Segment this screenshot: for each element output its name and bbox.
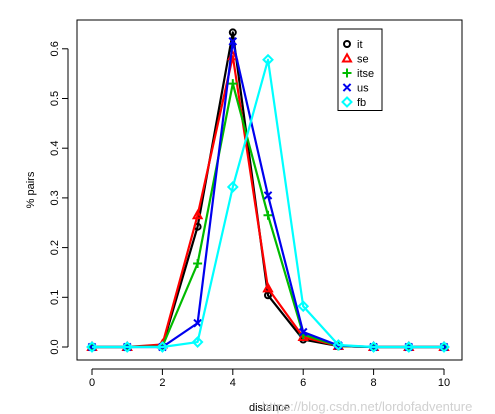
x-tick-label: 4 (230, 377, 236, 389)
series-us (87, 37, 449, 352)
data-point-fb (438, 341, 450, 353)
data-point-us (263, 191, 273, 200)
data-point-se (297, 330, 309, 342)
series-itse (87, 79, 449, 352)
y-tick-label: 0.0 (49, 339, 61, 354)
x-axis-title: distance (249, 402, 290, 413)
legend-label-us: us (357, 83, 369, 95)
plot-frame (76, 19, 463, 361)
y-tick-label: 0.1 (49, 290, 61, 305)
y-axis-title: % pairs (25, 171, 37, 208)
legend-marker-it (343, 40, 351, 48)
data-point-fb (262, 53, 274, 66)
series-it (88, 28, 448, 351)
series-line-se (92, 55, 444, 349)
y-tick-label: 0.2 (49, 240, 61, 255)
series-fb (86, 53, 450, 353)
legend-label-itse: itse (357, 68, 374, 80)
data-point-fb (156, 341, 169, 353)
data-point-fb (367, 341, 380, 353)
data-point-fb (226, 181, 239, 193)
series-line-fb (92, 58, 444, 349)
axes: 0 2 4 6 8 10 distance 0.0 0.1 0.2 0.3 0.4 0.5 0.6 % pa… (25, 19, 463, 413)
series-line-it (92, 31, 444, 349)
data-point-us (228, 37, 238, 46)
x-tick-label: 2 (159, 377, 165, 389)
legend-marker-fb (341, 96, 353, 108)
y-tick-label: 0.5 (49, 91, 61, 106)
legend-label-fb: fb (357, 97, 366, 109)
data-point-us (298, 327, 308, 337)
watermark: https://blog.csdn.net/lordofadventure (262, 399, 473, 414)
y-tick-label: 0.3 (49, 190, 61, 205)
data-point-fb (121, 341, 134, 353)
data-point-se (262, 282, 274, 293)
data-point-se (191, 209, 204, 220)
x-tick-label: 8 (371, 377, 377, 389)
data-point-us (193, 318, 202, 328)
legend-label-se: se (357, 54, 369, 66)
legend-label-it: it (357, 39, 363, 51)
data-point-fb (297, 300, 310, 313)
legend-marker-us (342, 83, 352, 92)
data-point-itse (193, 259, 203, 269)
x-tick-label: 6 (300, 377, 306, 389)
data-point-fb (86, 341, 98, 353)
y-tick-label: 0.4 (49, 141, 61, 156)
data-point-fb (402, 341, 415, 353)
data-point-fb (191, 336, 204, 348)
data-point-itse (263, 210, 273, 220)
x-tick-label: 0 (89, 377, 95, 389)
series-layer (86, 28, 450, 353)
legend-marker-se (341, 52, 353, 63)
legend-marker-itse (342, 68, 352, 78)
series-se (86, 49, 450, 351)
data-point-itse (228, 79, 238, 89)
x-tick-label: 10 (438, 377, 450, 389)
y-tick-label: 0.6 (49, 41, 61, 56)
data-point-fb (332, 339, 345, 351)
data-point-it (228, 28, 237, 37)
